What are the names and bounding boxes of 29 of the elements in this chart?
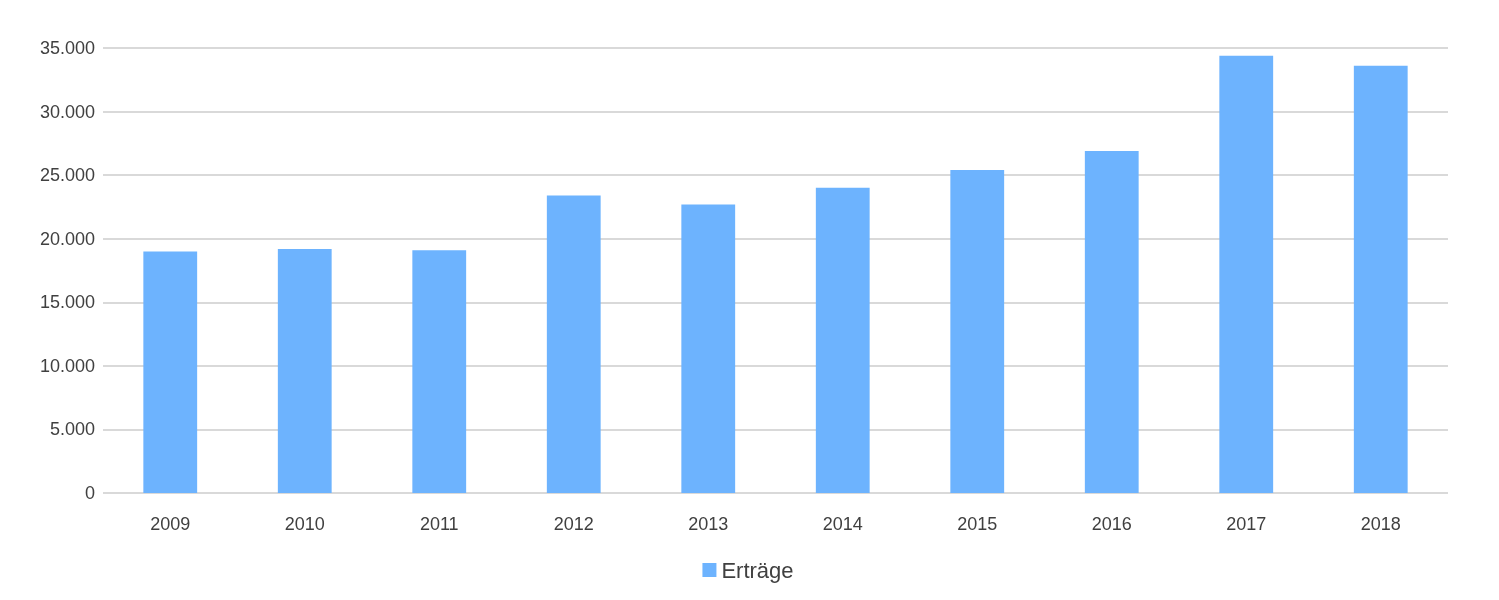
bar xyxy=(681,204,736,493)
y-tick-label: 0 xyxy=(84,483,95,503)
legend-label: Erträge xyxy=(721,557,794,583)
bar xyxy=(277,248,332,493)
y-tick-label: 5.000 xyxy=(49,419,95,440)
y-tick-label: 30.000 xyxy=(39,101,95,122)
x-tick-label: 2017 xyxy=(1226,514,1267,534)
bar xyxy=(1353,65,1408,493)
bar xyxy=(143,251,198,493)
x-tick-label: 2016 xyxy=(1091,514,1132,534)
x-tick-label: 2015 xyxy=(957,514,998,534)
y-tick-label: 10.000 xyxy=(39,355,95,376)
x-tick-label: 2018 xyxy=(1360,514,1401,534)
y-tick-label: 35.000 xyxy=(39,38,95,58)
x-tick-label: 2010 xyxy=(284,514,325,534)
bar xyxy=(1219,55,1274,493)
bar xyxy=(950,170,1005,493)
y-tick-label: 25.000 xyxy=(39,165,95,186)
y-tick-label: 20.000 xyxy=(39,228,95,249)
bar xyxy=(412,250,467,493)
bar xyxy=(815,187,870,493)
bar xyxy=(546,195,601,493)
y-tick-label: 15.000 xyxy=(39,292,95,313)
x-tick-label: 2014 xyxy=(822,514,863,534)
x-tick-label: 2013 xyxy=(688,514,729,534)
x-tick-label: 2011 xyxy=(419,514,459,534)
x-tick-label: 2009 xyxy=(150,514,191,534)
bar xyxy=(1084,150,1139,493)
x-tick-label: 2012 xyxy=(553,514,594,534)
